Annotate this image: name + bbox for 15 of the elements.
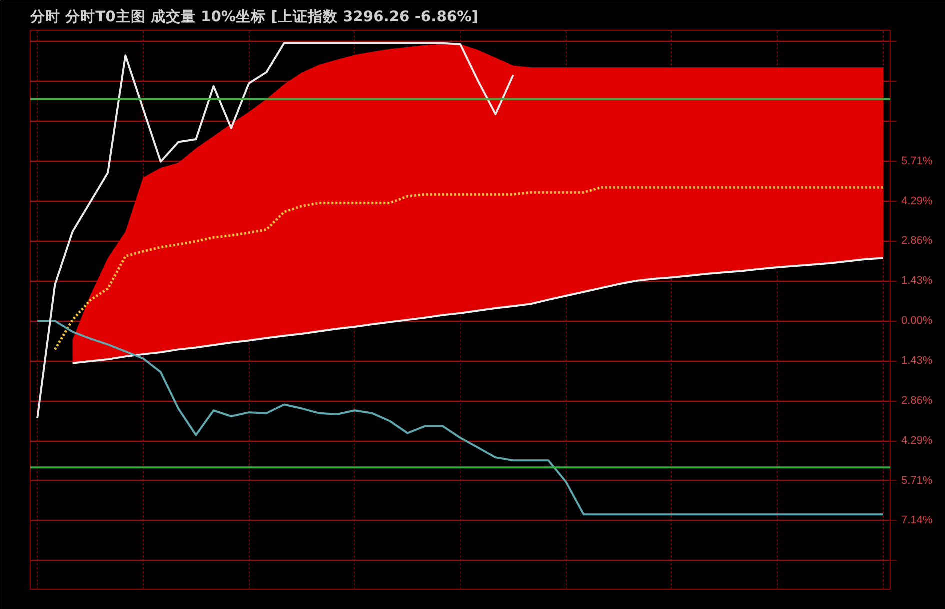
y-tick-label: 4.29%: [902, 195, 933, 208]
y-tick-label: 5.71%: [902, 474, 933, 487]
line-series: [36, 320, 884, 516]
y-tick-label: 1.43%: [902, 275, 933, 288]
line-series: [72, 257, 884, 364]
y-tick-label: 1.43%: [902, 355, 933, 368]
y-tick-label: 2.86%: [902, 235, 933, 248]
y-tick-label: 4.29%: [902, 435, 933, 448]
line-series: [36, 42, 514, 420]
y-tick-label: 5.71%: [902, 156, 933, 168]
chart-title: 分时 分时T0主图 成交量 10%坐标 [上证指数 3296.26 -6.86%]: [30, 8, 478, 26]
y-tick-label: 7.14%: [902, 514, 933, 527]
y-tick-label: 2.86%: [902, 395, 933, 408]
line-series: [54, 186, 885, 351]
y-tick-label: 0.00%: [902, 315, 933, 328]
